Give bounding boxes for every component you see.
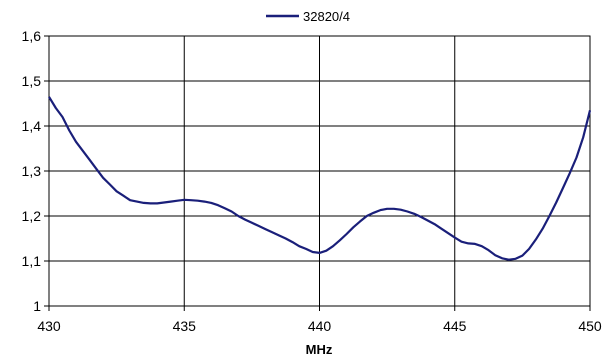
x-tick-label: 440 bbox=[308, 318, 332, 334]
series-layer bbox=[48, 96, 592, 261]
y-tick-label: 1,6 bbox=[22, 28, 42, 44]
x-tick-label: 445 bbox=[443, 318, 467, 334]
legend: 32820/4 bbox=[266, 9, 350, 24]
y-axis-tick-labels: 1 1,1 1,2 1,3 1,4 1,5 1,6 bbox=[22, 28, 42, 314]
y-tick-label: 1,3 bbox=[22, 163, 42, 179]
x-tick-label: 435 bbox=[173, 318, 197, 334]
gridlines bbox=[44, 35, 591, 311]
legend-series-label: 32820/4 bbox=[303, 9, 350, 24]
y-tick-label: 1,1 bbox=[22, 253, 42, 269]
y-tick-label: 1,4 bbox=[22, 118, 42, 134]
x-axis-title: MHz bbox=[306, 342, 333, 356]
series-line bbox=[48, 96, 592, 261]
y-tick-label: 1 bbox=[33, 298, 41, 314]
x-tick-label: 450 bbox=[578, 318, 602, 334]
y-tick-label: 1,5 bbox=[22, 73, 42, 89]
x-tick-label: 430 bbox=[37, 318, 61, 334]
y-tick-label: 1,2 bbox=[22, 208, 42, 224]
x-axis-tick-labels: 430 435 440 445 450 bbox=[37, 318, 602, 334]
